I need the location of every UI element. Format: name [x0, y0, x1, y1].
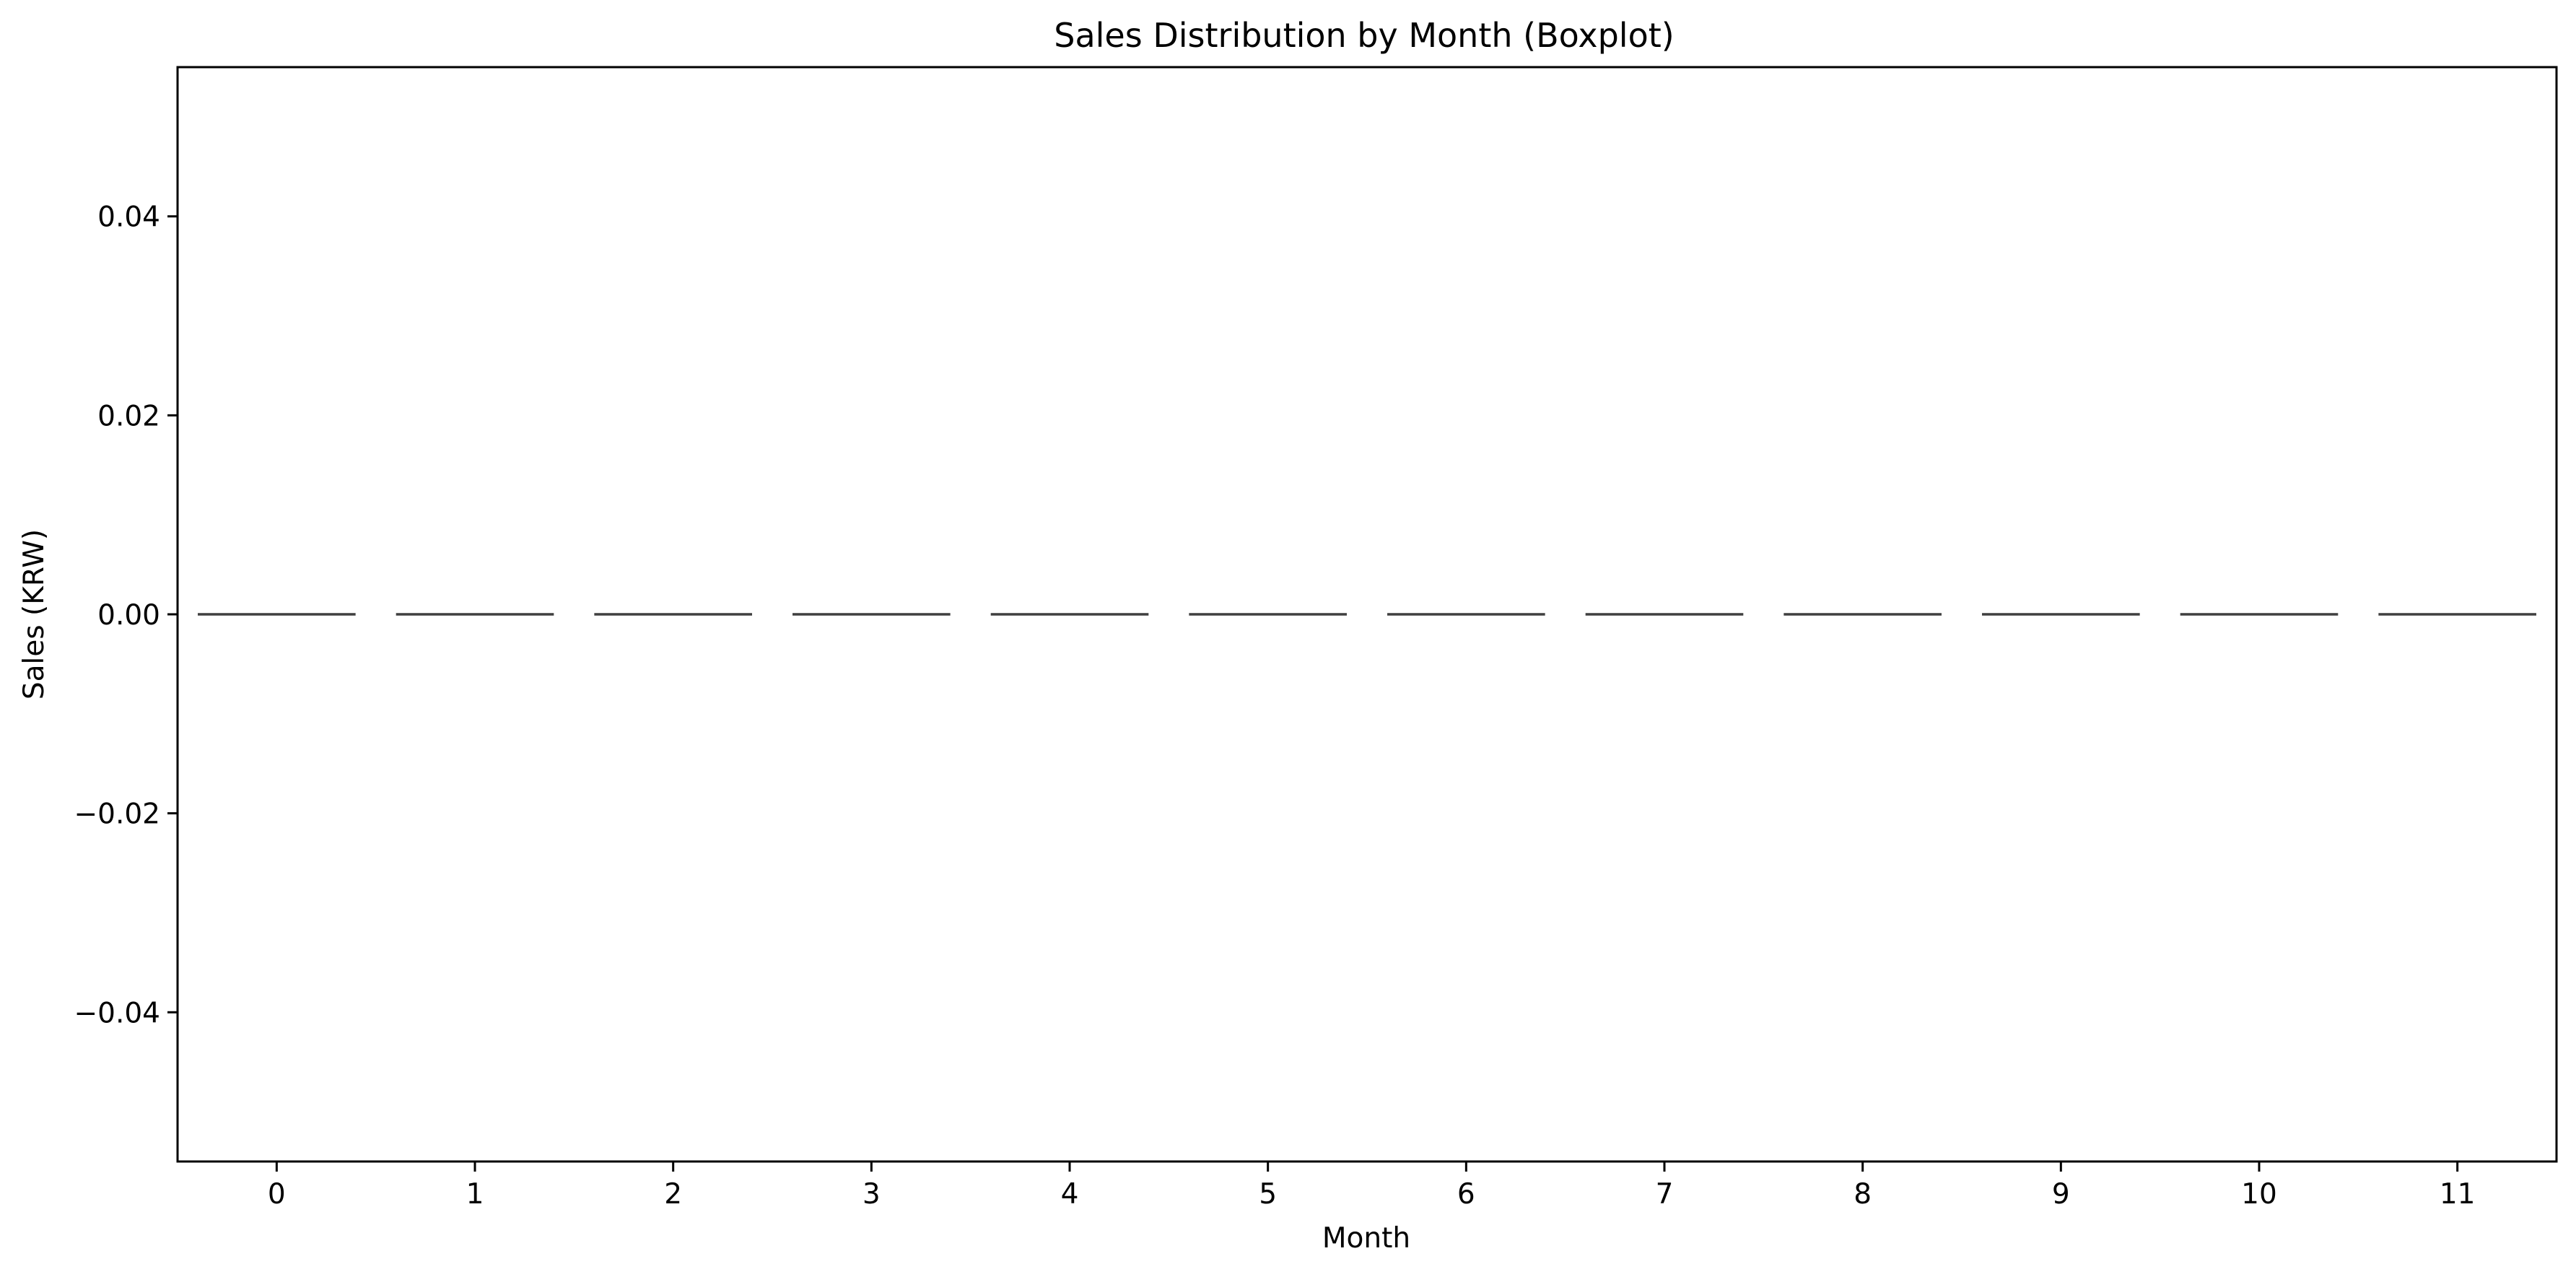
x-tick-label: 8 — [1854, 1178, 1872, 1211]
chart-title: Sales Distribution by Month (Boxplot) — [1054, 16, 1674, 55]
x-axis-ticks: 0 1 2 3 4 5 6 7 8 9 10 11 — [268, 1161, 2476, 1211]
x-tick-label: 2 — [664, 1178, 682, 1211]
plot-frame — [176, 66, 2558, 1163]
y-tick-label: −0.02 — [74, 798, 160, 831]
x-tick-label: 10 — [2241, 1178, 2277, 1211]
x-tick-label: 0 — [268, 1178, 286, 1211]
y-tick-label: 0.00 — [97, 599, 160, 632]
x-tick-label: 5 — [1259, 1178, 1277, 1211]
y-tick-label: 0.02 — [97, 400, 160, 432]
x-tick-label: 6 — [1457, 1178, 1475, 1211]
x-axis-label: Month — [1322, 1222, 1410, 1255]
y-tick-label: 0.04 — [97, 201, 160, 234]
y-axis-label: Sales (KRW) — [18, 529, 51, 699]
x-tick-label: 4 — [1061, 1178, 1079, 1211]
x-tick-label: 9 — [2052, 1178, 2070, 1211]
y-tick-label: −0.04 — [74, 997, 160, 1029]
x-tick-label: 11 — [2440, 1178, 2476, 1211]
y-axis-ticks: −0.04 −0.02 0.00 0.02 0.04 — [74, 201, 178, 1029]
x-tick-label: 3 — [863, 1178, 881, 1211]
x-tick-label: 1 — [466, 1178, 484, 1211]
x-tick-label: 7 — [1656, 1178, 1674, 1211]
